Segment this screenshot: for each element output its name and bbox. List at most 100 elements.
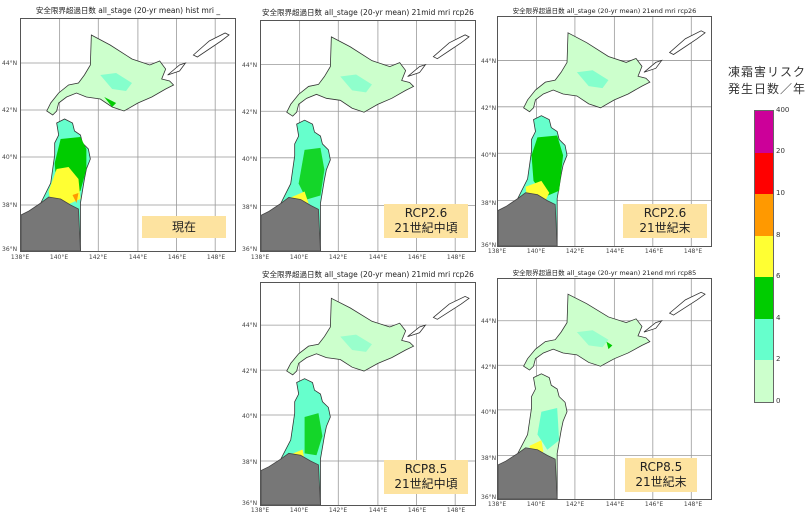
map-panel-rcp26-mid: 安全限界超過日数 all_stage (20-yr mean) 21mid mr… (242, 8, 476, 261)
lon-label: 142°E (328, 254, 348, 261)
lat-label: 38°N (481, 200, 497, 207)
lat-label: 44°N (2, 60, 18, 67)
lat-label: 42°N (242, 368, 258, 375)
map-panel-hist: 安全限界超過日数 all_stage (20-yr mean) hist mri… (2, 6, 236, 261)
scenario-label: RCP8.5 21世紀末 (625, 458, 697, 492)
lon-label: 148°E (683, 248, 703, 255)
lon-label: 144°E (605, 501, 625, 508)
lon-label: 142°E (88, 254, 108, 261)
colorbar-swatch (755, 194, 773, 236)
colorbar-tick: 400 (776, 106, 790, 114)
scenario-label-line1: RCP8.5 (639, 460, 683, 474)
map-frame (497, 16, 712, 247)
panel-title: 安全限界超過日数 all_stage (20-yr mean) 21end mr… (512, 7, 697, 15)
lat-label: 38°N (481, 455, 497, 462)
scenario-label-line1: RCP8.5 (404, 462, 448, 476)
legend-title: 凍霜害リスク 発生日数／年 (728, 64, 806, 98)
lat-label: 44°N (242, 62, 258, 69)
colorbar-swatch (755, 277, 773, 319)
colorbar (754, 110, 774, 403)
lon-label: 144°E (368, 254, 388, 261)
panel-title: 安全限界超過日数 all_stage (20-yr mean) 21mid mr… (262, 8, 474, 17)
lon-label: 138°E (10, 254, 30, 261)
lat-label: 42°N (2, 107, 18, 114)
lat-label: 38°N (242, 459, 258, 466)
lat-label: 42°N (481, 364, 497, 371)
lat-label: 40°N (481, 152, 497, 159)
panel-title: 安全限界超過日数 all_stage (20-yr mean) hist mri… (35, 6, 221, 15)
lon-label: 146°E (644, 501, 664, 508)
map-frame (20, 18, 236, 252)
lon-label: 148°E (446, 254, 466, 261)
lat-label: 44°N (481, 318, 497, 325)
lon-label: 140°E (49, 254, 69, 261)
lon-label: 146°E (167, 254, 187, 261)
lon-label: 148°E (446, 507, 466, 514)
lon-label: 148°E (206, 254, 226, 261)
lon-label: 138°E (487, 501, 507, 508)
scenario-label: RCP2.6 21世紀末 (623, 204, 707, 238)
scenario-label-line2: 21世紀中頃 (394, 477, 458, 491)
lat-label: 36°N (481, 242, 497, 249)
scenario-label-line2: 21世紀末 (635, 475, 687, 489)
map-panel-rcp85-mid: 安全限界超過日数 all_stage (20-yr mean) 21mid mr… (242, 270, 476, 514)
lat-label: 38°N (2, 202, 18, 209)
lat-label: 40°N (2, 154, 18, 161)
panel-title: 安全限界超過日数 all_stage (20-yr mean) 21mid mr… (262, 270, 474, 279)
scenario-label-line1: RCP2.6 (643, 206, 687, 220)
lat-label: 40°N (481, 409, 497, 416)
lon-label: 142°E (565, 501, 585, 508)
lat-label: 44°N (481, 58, 497, 65)
legend-title-line1: 凍霜害リスク (728, 65, 807, 79)
colorbar-swatch (755, 111, 773, 153)
colorbar-tick: 4 (776, 314, 781, 322)
lon-label: 140°E (289, 254, 309, 261)
lon-label: 142°E (328, 507, 348, 514)
map-panel-rcp26-end: 安全限界超過日数 all_stage (20-yr mean) 21end mr… (481, 7, 712, 255)
scenario-label: 現在 (142, 216, 226, 238)
colorbar-swatch (755, 235, 773, 278)
lon-label: 140°E (526, 501, 546, 508)
colorbar-swatch (755, 152, 773, 195)
lat-label: 40°N (242, 413, 258, 420)
lat-label: 36°N (481, 494, 497, 501)
lon-label: 140°E (526, 248, 546, 255)
scenario-label-line2: 21世紀末 (639, 221, 691, 235)
scenario-label-line2: 21世紀中頃 (394, 221, 458, 235)
lon-label: 144°E (368, 507, 388, 514)
lat-label: 36°N (2, 246, 18, 253)
lat-label: 42°N (242, 109, 258, 116)
lon-label: 138°E (250, 507, 270, 514)
colorbar-swatch (755, 360, 773, 403)
lon-label: 140°E (289, 507, 309, 514)
lon-label: 148°E (683, 501, 703, 508)
colorbar-tick: 0 (776, 397, 781, 405)
legend-title-line2: 発生日数／年 (728, 82, 807, 96)
lon-label: 146°E (644, 248, 664, 255)
colorbar-tick: 10 (776, 189, 785, 197)
lon-label: 138°E (250, 254, 270, 261)
colorbar-tick: 6 (776, 272, 781, 280)
scenario-label: RCP8.5 21世紀中頃 (384, 460, 468, 494)
colorbar-swatch (755, 318, 773, 361)
lat-label: 42°N (481, 105, 497, 112)
lat-label: 38°N (242, 204, 258, 211)
lon-label: 146°E (407, 254, 427, 261)
lon-label: 144°E (128, 254, 148, 261)
colorbar-tick: 8 (776, 231, 781, 239)
lat-label: 36°N (242, 500, 258, 507)
panel-title: 安全限界超過日数 all_stage (20-yr mean) 21end mr… (512, 269, 697, 277)
scenario-label-line1: 現在 (171, 219, 196, 234)
lon-label: 138°E (487, 248, 507, 255)
lon-label: 142°E (565, 248, 585, 255)
lat-label: 40°N (242, 156, 258, 163)
scenario-label: RCP2.6 21世紀中頃 (384, 204, 468, 238)
map-panel-rcp85-end: 安全限界超過日数 all_stage (20-yr mean) 21end mr… (481, 269, 712, 508)
lon-label: 144°E (605, 248, 625, 255)
colorbar-tick: 20 (776, 147, 785, 155)
lat-label: 44°N (242, 322, 258, 329)
colorbar-tick: 2 (776, 355, 781, 363)
scenario-label-line1: RCP2.6 (404, 206, 448, 220)
lon-label: 146°E (407, 507, 427, 514)
lat-label: 36°N (242, 246, 258, 253)
